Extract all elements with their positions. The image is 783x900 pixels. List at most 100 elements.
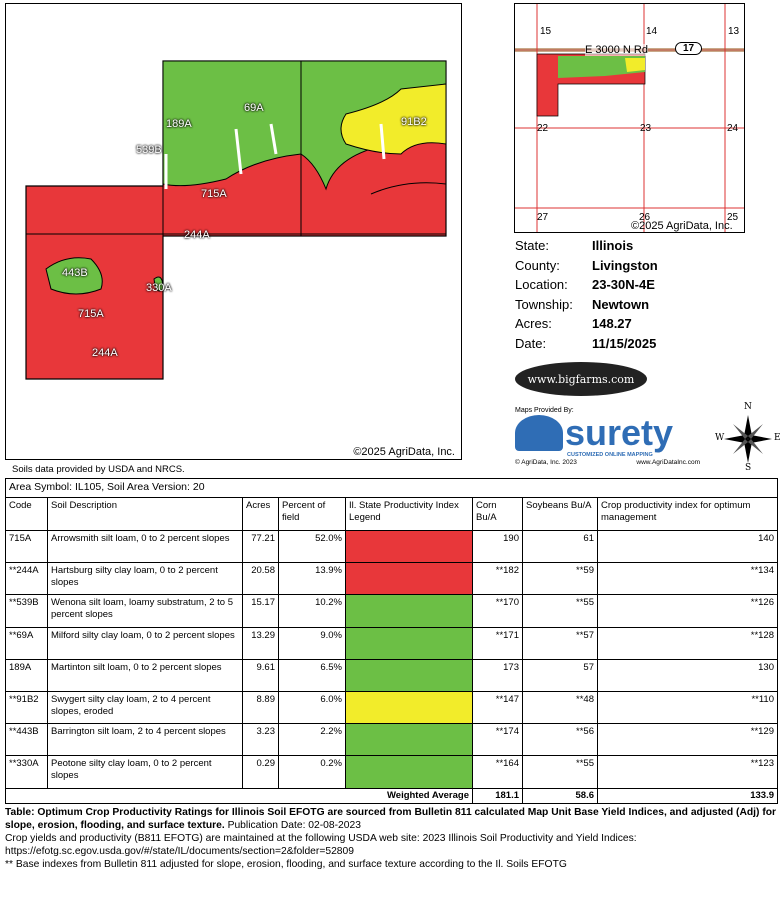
map-label: 91B2 <box>401 116 427 128</box>
cell-code: 715A <box>5 529 48 564</box>
table-row: **330A Peotone silty clay loam, 0 to 2 pe… <box>5 755 778 789</box>
cell-desc: Barrington silt loam, 2 to 4 percent slo… <box>47 723 243 757</box>
productivity-legend-swatch <box>345 690 473 725</box>
table-row: **69A Milford silty clay loam, 0 to 2 per… <box>5 626 778 660</box>
map-label: 244A <box>184 229 210 241</box>
productivity-legend-swatch <box>345 594 473 628</box>
productivity-legend-swatch <box>345 626 473 660</box>
compass-rose-icon: N S W E <box>715 402 781 473</box>
cell-pct: 6.5% <box>278 658 346 692</box>
table-footnotes: Table: Optimum Crop Productivity Ratings… <box>5 806 780 871</box>
cell-desc: Milford silty clay loam, 0 to 2 percent … <box>47 626 243 660</box>
bigfarms-logo[interactable]: www.bigfarms.com <box>515 362 647 396</box>
cell-code: **330A <box>5 755 48 789</box>
cell-corn: 190 <box>472 529 523 564</box>
soil-zone-330a <box>153 276 164 292</box>
cell-desc: Hartsburg silty clay loam, 0 to 2 percen… <box>47 562 243 596</box>
cell-soy: **59 <box>522 562 598 596</box>
cell-acres: 3.23 <box>242 723 279 757</box>
map-copyright: ©2025 AgriData, Inc. <box>353 446 455 458</box>
cell-desc: Arrowsmith silt loam, 0 to 2 percent slo… <box>47 529 243 564</box>
info-township: Township: Newtown <box>515 296 650 312</box>
field-info: State: Illinois County: Livingston Locatio… <box>515 236 658 353</box>
info-state: State: Illinois <box>515 238 634 254</box>
map-label: 189A <box>166 118 192 130</box>
section-number: 13 <box>728 26 740 37</box>
info-location: Location: 23-30N-4E <box>515 277 655 293</box>
map-label: 715A <box>78 308 104 320</box>
table-row: 715A Arrowsmith silt loam, 0 to 2 percent… <box>5 529 778 564</box>
section-number: 23 <box>640 123 652 134</box>
soil-zone-443b <box>45 257 103 295</box>
productivity-legend-swatch <box>345 562 473 596</box>
cell-pct: 0.2% <box>278 755 346 789</box>
map-label: 244A <box>92 347 118 359</box>
cell-cpi: **129 <box>597 723 778 757</box>
cell-acres: 8.89 <box>242 690 279 725</box>
soil-source-note: Soils data provided by USDA and NRCS. <box>12 464 185 475</box>
cell-pct: 2.2% <box>278 723 346 757</box>
cell-cpi: 140 <box>597 529 778 564</box>
area-symbol: Area Symbol: IL105, Soil Area Version: 2… <box>5 478 778 498</box>
cell-pct: 9.0% <box>278 626 346 660</box>
cell-corn: **164 <box>472 755 523 789</box>
cell-cpi: **134 <box>597 562 778 596</box>
cell-cpi: **110 <box>597 690 778 725</box>
usda-link[interactable]: https://efotg.sc.egov.usda.gov/#/state/I… <box>5 846 354 857</box>
cell-cpi: **128 <box>597 626 778 660</box>
route-shield: 17 <box>675 42 703 55</box>
info-date: Date: 11/15/2025 <box>515 335 657 351</box>
table-row: 189A Martinton silt loam, 0 to 2 percent … <box>5 658 778 692</box>
info-acres: Acres: 148.27 <box>515 316 632 332</box>
table-row: **244A Hartsburg silty clay loam, 0 to 2 … <box>5 562 778 596</box>
cell-soy: **48 <box>522 690 598 725</box>
cell-soy: **56 <box>522 723 598 757</box>
globe-icon <box>515 415 563 451</box>
cell-cpi: **123 <box>597 755 778 789</box>
maps-provided-by: Maps Provided By: <box>515 407 574 414</box>
section-number: 26 <box>639 212 651 223</box>
road-label: E 3000 N Rd <box>585 44 648 56</box>
map-label: 330A <box>146 282 172 294</box>
cell-desc: Martinton silt loam, 0 to 2 percent slop… <box>47 658 243 692</box>
map-label: 715A <box>201 188 227 200</box>
cell-soy: **57 <box>522 626 598 660</box>
cell-corn: 173 <box>472 658 523 692</box>
cell-corn: **182 <box>472 562 523 596</box>
cell-cpi: **126 <box>597 594 778 628</box>
location-map-copyright: ©2025 AgriData, Inc. <box>631 220 733 232</box>
map-label: 539B <box>136 144 162 156</box>
surety-logo: Maps Provided By: surety CUSTOMIZED ONLI… <box>515 407 705 469</box>
map-label: 443B <box>62 267 88 279</box>
cell-pct: 6.0% <box>278 690 346 725</box>
cell-desc: Peotone silty clay loam, 0 to 2 percent … <box>47 755 243 789</box>
cell-code: 189A <box>5 658 48 692</box>
soil-table: Area Symbol: IL105, Soil Area Version: 2… <box>5 478 778 804</box>
section-number: 14 <box>646 26 658 37</box>
cell-acres: 13.29 <box>242 626 279 660</box>
section-number: 25 <box>727 212 739 223</box>
cell-pct: 13.9% <box>278 562 346 596</box>
cell-desc: Wenona silt loam, loamy substratum, 2 to… <box>47 594 243 628</box>
cell-corn: **174 <box>472 723 523 757</box>
cell-acres: 20.58 <box>242 562 279 596</box>
map-label: 69A <box>244 102 264 114</box>
cell-code: **443B <box>5 723 48 757</box>
table-row: **91B2 Swygert silty clay loam, 2 to 4 pe… <box>5 690 778 725</box>
cell-corn: **147 <box>472 690 523 725</box>
cell-corn: **170 <box>472 594 523 628</box>
productivity-legend-swatch <box>345 529 473 564</box>
info-county: County: Livingston <box>515 257 658 273</box>
section-number: 27 <box>537 212 549 223</box>
table-row: **539B Wenona silt loam, loamy substratum… <box>5 594 778 628</box>
cell-acres: 9.61 <box>242 658 279 692</box>
cell-code: **244A <box>5 562 48 596</box>
soil-map[interactable]: 189A 69A 539B 91B2 715A 244A 443B 330A 7… <box>5 3 462 460</box>
location-map[interactable]: 15 14 13 22 23 24 27 26 25 E 3000 N Rd 1… <box>514 3 745 233</box>
cell-code: **91B2 <box>5 690 48 725</box>
cell-code: **539B <box>5 594 48 628</box>
waterways <box>164 123 386 189</box>
table-header: Code Soil Description Acres Percent of fiel… <box>5 497 778 531</box>
cell-code: **69A <box>5 626 48 660</box>
cell-acres: 0.29 <box>242 755 279 789</box>
